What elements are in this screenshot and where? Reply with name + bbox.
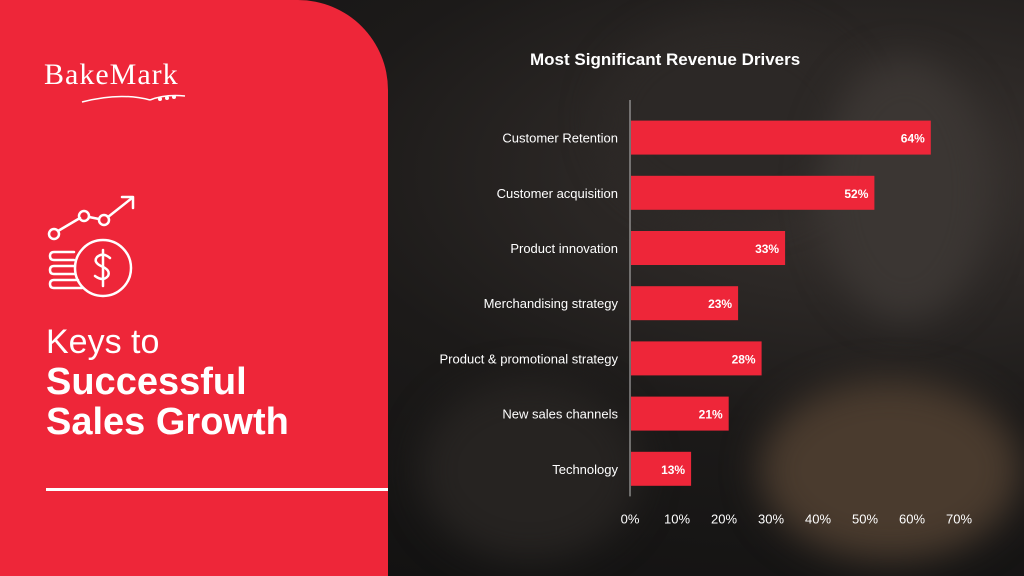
bar-chart: Customer Retention 64% Customer acquisitio… [440, 100, 972, 526]
x-tick-label: 50% [852, 511, 878, 526]
brand-logo: BakeMark [44, 58, 179, 91]
bar [631, 175, 875, 210]
x-tick-label: 0% [621, 511, 640, 526]
data-label: 33% [755, 242, 779, 256]
headline-line-2: Successful [46, 361, 247, 403]
bar [631, 120, 931, 155]
headline-line-1: Keys to [46, 323, 160, 361]
logo-wheat-icon [81, 94, 186, 103]
data-label: 21% [699, 408, 723, 422]
category-label: Product & promotional strategy [440, 351, 619, 366]
category-label: New sales channels [502, 407, 618, 422]
headline-line-3: Sales Growth [46, 401, 289, 443]
category-label: Customer acquisition [497, 186, 618, 201]
x-tick-label: 20% [711, 511, 737, 526]
bar [631, 286, 739, 321]
divider-line [46, 488, 388, 491]
data-label: 23% [708, 297, 732, 311]
bar [631, 396, 729, 431]
data-label: 28% [732, 352, 756, 366]
category-label: Customer Retention [502, 131, 618, 146]
data-label: 13% [661, 463, 685, 477]
chart-title: Most Significant Revenue Drivers [530, 50, 801, 69]
category-label: Technology [552, 462, 618, 477]
bar [631, 341, 762, 376]
growth-arrow-icon [47, 195, 135, 298]
x-tick-label: 10% [664, 511, 690, 526]
left-panel: BakeMark Keys to Successful [0, 0, 388, 576]
data-label: 64% [901, 132, 925, 146]
category-label: Merchandising strategy [484, 296, 619, 311]
x-tick-label: 60% [899, 511, 925, 526]
x-tick-label: 70% [946, 511, 972, 526]
bar [631, 451, 692, 486]
coin-stack-icon [48, 238, 133, 298]
category-label: Product innovation [510, 241, 618, 256]
headline: Keys to Successful Sales Growth [46, 322, 289, 442]
data-label: 52% [844, 187, 868, 201]
bar [631, 231, 786, 265]
x-tick-label: 40% [805, 511, 831, 526]
x-tick-label: 30% [758, 511, 784, 526]
